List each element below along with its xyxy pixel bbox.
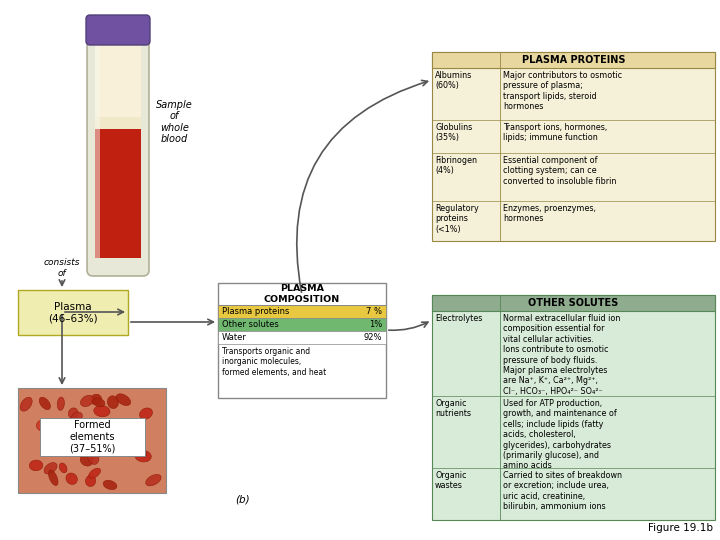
Bar xyxy=(432,295,715,311)
Text: Major contributors to osmotic
pressure of plasma;
transport lipids, steroid
horm: Major contributors to osmotic pressure o… xyxy=(503,71,622,111)
Bar xyxy=(95,129,141,258)
Ellipse shape xyxy=(94,436,103,449)
Text: Plasma
(46–63%): Plasma (46–63%) xyxy=(48,302,98,323)
Ellipse shape xyxy=(135,450,151,462)
Bar xyxy=(95,45,141,117)
Ellipse shape xyxy=(66,473,77,484)
Text: Enzymes, proenzymes,
hormones: Enzymes, proenzymes, hormones xyxy=(503,204,596,224)
Text: Regulatory
proteins
(<1%): Regulatory proteins (<1%) xyxy=(435,204,479,234)
Text: OTHER SOLUTES: OTHER SOLUTES xyxy=(528,298,618,308)
Bar xyxy=(432,52,715,241)
Text: Fibrinogen
(4%): Fibrinogen (4%) xyxy=(435,156,477,176)
Text: Organic
wastes: Organic wastes xyxy=(435,471,467,490)
Ellipse shape xyxy=(30,460,42,471)
Bar xyxy=(218,305,386,318)
Ellipse shape xyxy=(48,470,58,485)
Ellipse shape xyxy=(71,412,82,422)
Ellipse shape xyxy=(68,408,78,418)
Ellipse shape xyxy=(81,395,94,407)
Ellipse shape xyxy=(83,421,96,436)
Text: 1%: 1% xyxy=(369,320,382,329)
Bar xyxy=(40,418,145,456)
Bar xyxy=(18,388,166,493)
Ellipse shape xyxy=(134,443,147,457)
Text: Used for ATP production,
growth, and maintenance of
cells; include lipids (fatty: Used for ATP production, growth, and mai… xyxy=(503,399,617,470)
Text: Figure 19.1b: Figure 19.1b xyxy=(648,523,713,533)
Bar xyxy=(218,331,386,344)
Ellipse shape xyxy=(80,454,93,466)
Text: Essential component of
clotting system; can ce
converted to insoluble fibrin: Essential component of clotting system; … xyxy=(503,156,616,186)
Text: PLASMA PROTEINS: PLASMA PROTEINS xyxy=(522,55,625,65)
Text: consists
of: consists of xyxy=(44,258,80,278)
Ellipse shape xyxy=(44,463,57,474)
Bar xyxy=(95,45,100,258)
Ellipse shape xyxy=(53,436,60,454)
Text: Other solutes: Other solutes xyxy=(222,320,279,329)
Text: Normal extracellular fluid ion
composition essential for
vital cellular activiti: Normal extracellular fluid ion compositi… xyxy=(503,314,621,396)
Text: Sample
of
whole
blood: Sample of whole blood xyxy=(156,99,193,144)
Ellipse shape xyxy=(94,406,110,417)
Text: (b): (b) xyxy=(235,495,251,505)
Ellipse shape xyxy=(93,429,104,443)
Ellipse shape xyxy=(127,426,138,434)
Ellipse shape xyxy=(86,475,96,487)
Text: Transport ions, hormones,
lipids; immune function: Transport ions, hormones, lipids; immune… xyxy=(503,123,607,143)
Bar xyxy=(432,52,715,68)
Text: Organic
nutrients: Organic nutrients xyxy=(435,399,471,418)
Text: Formed
elements
(37–51%): Formed elements (37–51%) xyxy=(69,421,115,454)
Ellipse shape xyxy=(88,450,99,464)
Ellipse shape xyxy=(69,428,78,439)
Ellipse shape xyxy=(58,397,64,410)
Ellipse shape xyxy=(37,420,51,431)
Text: PLASMA
COMPOSITION: PLASMA COMPOSITION xyxy=(264,284,340,303)
Text: Globulins
(35%): Globulins (35%) xyxy=(435,123,472,143)
Ellipse shape xyxy=(116,394,130,406)
Text: Plasma proteins: Plasma proteins xyxy=(222,307,289,316)
Ellipse shape xyxy=(140,408,153,419)
Ellipse shape xyxy=(91,394,102,405)
Text: Electrolytes: Electrolytes xyxy=(435,314,482,323)
Ellipse shape xyxy=(59,463,67,473)
Text: Transports organic and
inorganic molecules,
formed elements, and heat: Transports organic and inorganic molecul… xyxy=(222,347,326,377)
Ellipse shape xyxy=(107,396,119,409)
Bar xyxy=(18,290,128,335)
Text: 7 %: 7 % xyxy=(366,307,382,316)
Text: 92%: 92% xyxy=(364,333,382,342)
Ellipse shape xyxy=(39,397,50,410)
Text: Water: Water xyxy=(222,333,247,342)
Bar xyxy=(218,318,386,331)
Ellipse shape xyxy=(103,480,117,490)
Ellipse shape xyxy=(59,434,72,447)
Ellipse shape xyxy=(20,397,32,411)
Bar xyxy=(95,117,141,129)
Text: Carried to sites of breakdown
or excretion; include urea,
uric acid, creatinine,: Carried to sites of breakdown or excreti… xyxy=(503,471,622,511)
FancyBboxPatch shape xyxy=(87,41,149,276)
Bar xyxy=(218,283,386,398)
Ellipse shape xyxy=(89,468,101,478)
Ellipse shape xyxy=(145,474,161,486)
Ellipse shape xyxy=(93,398,105,407)
Ellipse shape xyxy=(42,423,54,438)
Ellipse shape xyxy=(67,419,76,431)
Text: Albumins
(60%): Albumins (60%) xyxy=(435,71,472,90)
FancyBboxPatch shape xyxy=(86,15,150,45)
Bar xyxy=(432,295,715,520)
